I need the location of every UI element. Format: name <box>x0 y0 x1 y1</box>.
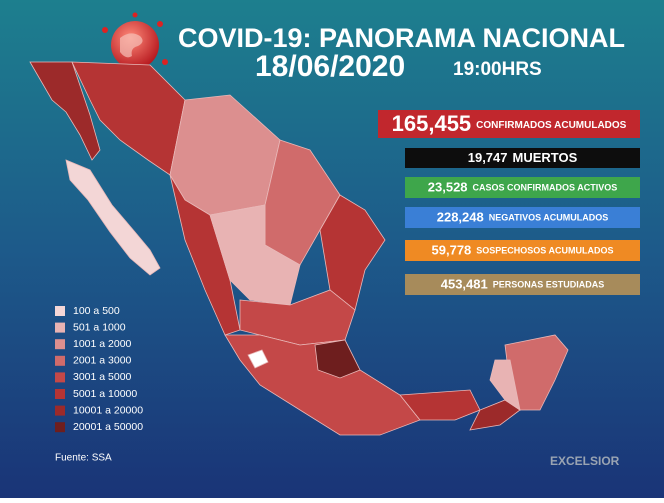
title: COVID-19: PANORAMA NACIONAL <box>178 23 625 53</box>
stat-box <box>405 177 640 198</box>
legend-swatch <box>55 372 65 383</box>
time: 19:00HRS <box>453 59 542 80</box>
stat-text: 23,528 CASOS CONFIRMADOS ACTIVOS <box>428 180 617 195</box>
legend-label: 5001 a 10000 <box>73 388 137 400</box>
stat-text: 19,747 MUERTOS <box>468 150 578 165</box>
stat-label: SOSPECHOSOS ACUMULADOS <box>476 246 613 256</box>
stat-label: NEGATIVOS ACUMULADOS <box>489 213 609 223</box>
brand: EXCELSIOR <box>550 454 620 468</box>
stat-value: 19,747 <box>468 150 508 165</box>
map <box>29 61 569 436</box>
stat-text: 453,481 PERSONAS ESTUDIADAS <box>441 277 605 292</box>
legend-label: 501 a 1000 <box>73 321 126 333</box>
stat-box <box>378 110 640 138</box>
stat-text: 228,248 NEGATIVOS ACUMULADOS <box>437 210 609 225</box>
stat-box <box>405 240 640 261</box>
stat-label: PERSONAS ESTUDIADAS <box>493 280 605 290</box>
stat-value: 59,778 <box>432 243 472 258</box>
stats-panel: 165,455 CONFIRMADOS ACUMULADOS 19,747 MUERT… <box>378 110 640 295</box>
legend-label: 10001 a 20000 <box>73 404 143 416</box>
legend-label: 20001 a 50000 <box>73 421 143 433</box>
stat-box <box>405 148 640 168</box>
stat-value: 453,481 <box>441 277 488 292</box>
source: Fuente: SSA <box>55 453 112 464</box>
legend-label: 1001 a 2000 <box>73 338 132 350</box>
stat-box <box>405 207 640 228</box>
stat-value: 228,248 <box>437 210 484 225</box>
stat-text: 59,778 SOSPECHOSOS ACUMULADOS <box>432 243 614 258</box>
stat-value: 23,528 <box>428 180 468 195</box>
stat-text: 165,455 CONFIRMADOS ACUMULADOS <box>392 111 627 136</box>
legend-swatch <box>55 339 65 350</box>
legend-swatch <box>55 389 65 399</box>
legend-swatch <box>55 322 65 333</box>
stat-box <box>405 274 640 295</box>
legend-label: 100 a 500 <box>73 305 120 317</box>
date: 18/06/2020 <box>255 50 405 83</box>
stat-label: MUERTOS <box>513 150 578 165</box>
legend-swatch <box>55 405 65 416</box>
legend: 100 a 500 501 a 1000 1001 a 2000 2001 a 300… <box>55 305 143 433</box>
legend-label: 2001 a 3000 <box>73 355 132 367</box>
legend-label: 3001 a 5000 <box>73 371 132 383</box>
stat-value: 165,455 <box>392 111 472 136</box>
legend-swatch <box>55 306 65 316</box>
stat-label: CONFIRMADOS ACUMULADOS <box>476 120 627 131</box>
legend-swatch <box>55 422 65 433</box>
legend-swatch <box>55 355 65 366</box>
stat-label: CASOS CONFIRMADOS ACTIVOS <box>473 183 618 193</box>
